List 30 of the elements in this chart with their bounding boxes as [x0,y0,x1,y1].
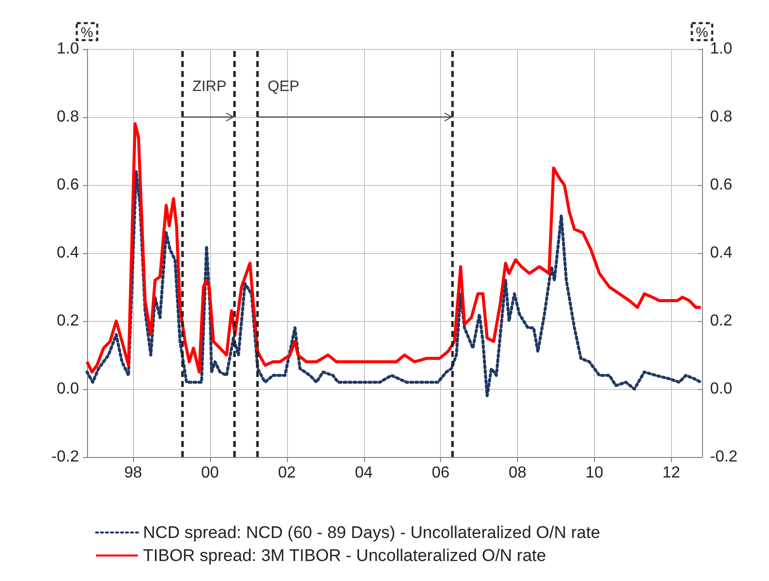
line-series [86,170,702,398]
x-tick-label: 00 [201,464,219,482]
y-axis-title: % [80,24,94,40]
x-tick-label: 06 [432,464,450,482]
y-tick-label: 1.0 [56,40,80,58]
y-tick-label: -0.2 [51,448,80,466]
y-tick-label: 0.8 [56,108,80,126]
y2-tick-label: 1.0 [710,40,732,58]
y-tick-label: 0.4 [56,244,80,262]
y2-tick-label: -0.2 [710,448,738,466]
y2-tick-label: 0.0 [710,380,732,398]
y-tick-label: 0.6 [56,176,80,194]
x-tick-label: 12 [662,464,680,482]
annotation: ZIRP [192,78,226,95]
legend-label: NCD spread: NCD (60 - 89 Days) - Uncollateralized O/N rate [143,523,600,542]
y2-tick-label: 0.2 [710,312,732,330]
y2-tick-label: 0.6 [710,176,732,194]
y2-tick-label: 0.8 [710,108,732,126]
legend-label: TIBOR spread: 3M TIBOR - Uncollateralized O/N rate [143,546,546,565]
x-tick-label: 10 [585,464,604,482]
x-tick-label: 02 [278,464,296,482]
y-tick-label: 0.0 [56,380,80,398]
y-tick-label: 0.2 [56,312,80,330]
x-tick-label: 04 [354,464,373,482]
line-series [86,122,702,374]
x-tick-label: 98 [124,464,142,482]
annotation: QEP [268,78,300,95]
x-tick-label: 08 [508,464,526,482]
y2-axis-title: % [696,24,708,40]
y2-tick-label: 0.4 [710,244,732,262]
